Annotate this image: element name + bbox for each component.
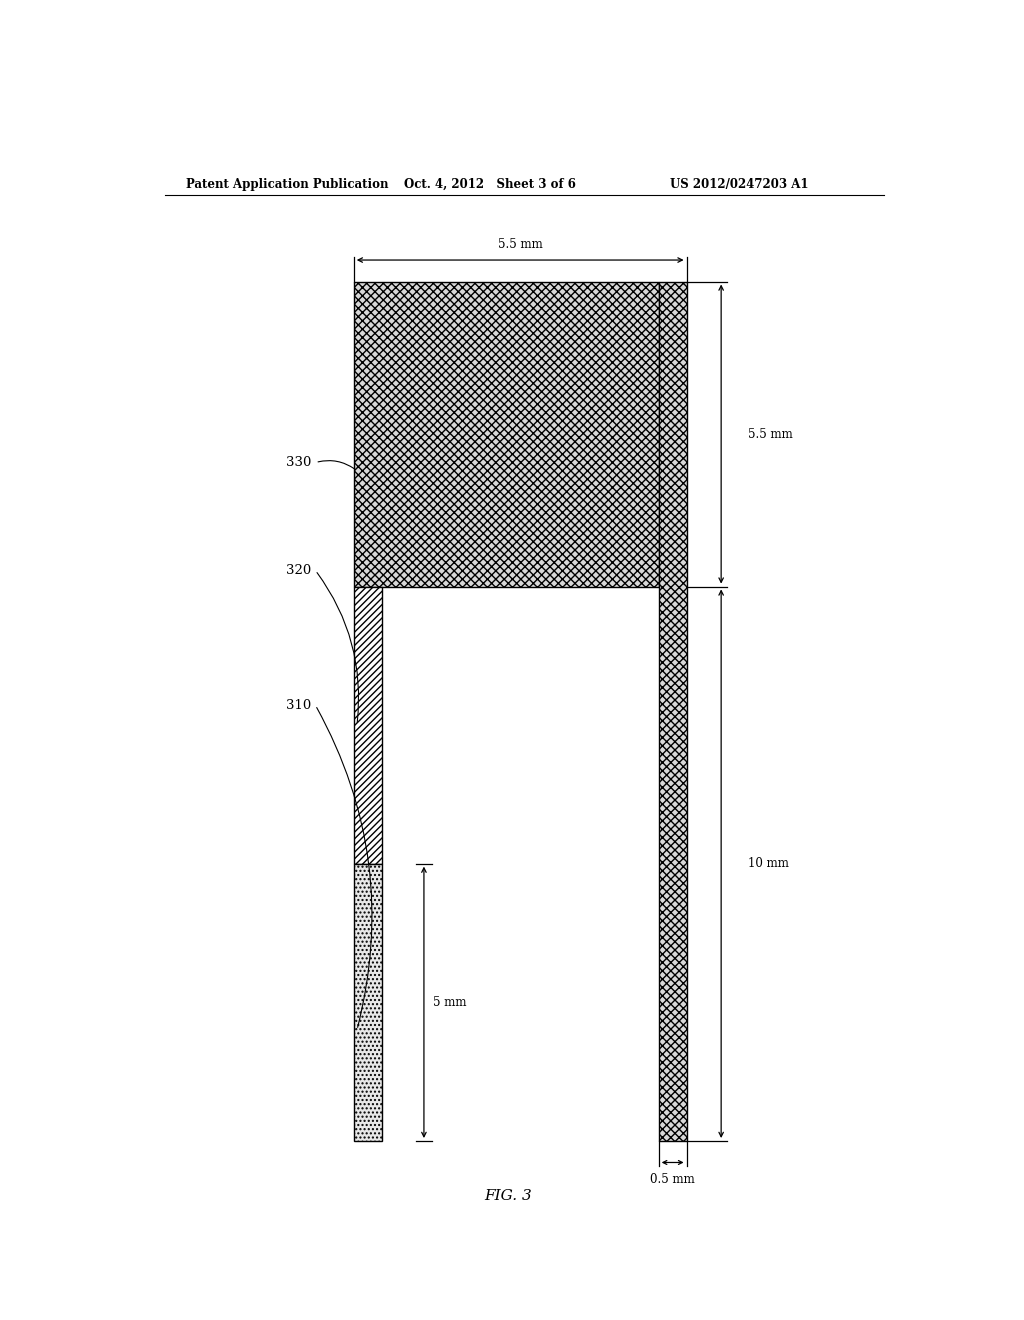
Bar bbox=[354, 863, 382, 1140]
Text: 330: 330 bbox=[286, 455, 311, 469]
Text: 5 mm: 5 mm bbox=[433, 995, 467, 1008]
Text: Patent Application Publication: Patent Application Publication bbox=[186, 178, 388, 190]
Text: 320: 320 bbox=[287, 564, 311, 577]
Text: 310: 310 bbox=[287, 698, 311, 711]
Text: US 2012/0247203 A1: US 2012/0247203 A1 bbox=[670, 178, 808, 190]
Text: FIG. 3: FIG. 3 bbox=[484, 1188, 531, 1203]
Bar bbox=[354, 281, 658, 586]
Text: 10 mm: 10 mm bbox=[749, 857, 788, 870]
Text: 5.5 mm: 5.5 mm bbox=[749, 428, 793, 441]
Bar bbox=[658, 281, 686, 1140]
Bar bbox=[354, 586, 382, 863]
Text: Oct. 4, 2012   Sheet 3 of 6: Oct. 4, 2012 Sheet 3 of 6 bbox=[403, 178, 575, 190]
Text: 5.5 mm: 5.5 mm bbox=[498, 238, 543, 251]
Text: 0.5 mm: 0.5 mm bbox=[650, 1173, 695, 1187]
